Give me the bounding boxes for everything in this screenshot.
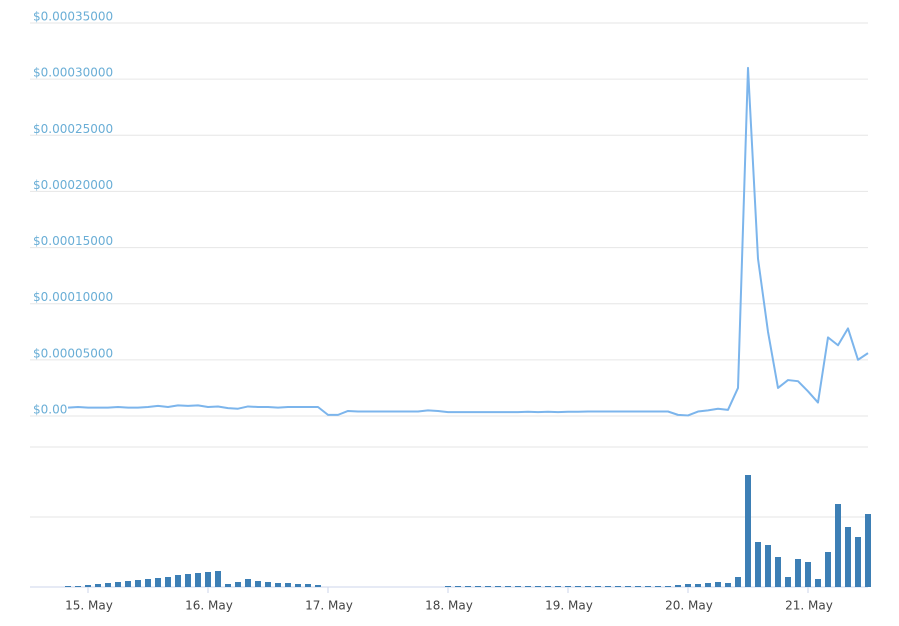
- volume-bar: [685, 584, 691, 587]
- y-tick-label: $0.00020000: [33, 178, 113, 192]
- volume-bar: [795, 559, 801, 587]
- volume-bar: [145, 579, 151, 587]
- volume-bar: [305, 584, 311, 587]
- volume-bar: [475, 586, 481, 587]
- volume-bar: [635, 586, 641, 587]
- volume-bar: [645, 586, 651, 587]
- price-line: [67, 66, 869, 417]
- volume-bar: [255, 581, 261, 587]
- volume-bar: [745, 475, 751, 587]
- x-tick-label: 21. May: [785, 599, 833, 613]
- y-tick-label: $0.00035000: [33, 10, 113, 24]
- volume-bar: [95, 584, 101, 587]
- volume-bar: [725, 583, 731, 587]
- volume-bar: [765, 545, 771, 587]
- volume-bar: [625, 586, 631, 587]
- volume-bar: [545, 586, 551, 587]
- volume-bar: [835, 504, 841, 587]
- volume-bar: [245, 579, 251, 587]
- volume-bar: [215, 571, 221, 587]
- volume-bar: [135, 580, 141, 587]
- volume-bar: [555, 586, 561, 587]
- volume-bar: [195, 573, 201, 587]
- volume-bar: [705, 583, 711, 587]
- volume-bar: [845, 527, 851, 587]
- volume-bar: [165, 577, 171, 587]
- volume-bar: [515, 586, 521, 587]
- volume-bar: [235, 582, 241, 587]
- volume-bar: [775, 557, 781, 587]
- volume-bar: [565, 586, 571, 587]
- volume-bar: [605, 586, 611, 587]
- volume-bar: [455, 586, 461, 587]
- volume-bar: [525, 586, 531, 587]
- volume-bar: [805, 562, 811, 587]
- volume-bar: [75, 586, 81, 587]
- volume-bar: [675, 585, 681, 587]
- y-tick-label: $0.00030000: [33, 66, 113, 80]
- volume-bar: [285, 583, 291, 587]
- volume-bar: [865, 514, 871, 587]
- volume-bar: [595, 586, 601, 587]
- volume-bar: [855, 537, 861, 587]
- volume-bar: [785, 577, 791, 587]
- volume-bar: [815, 579, 821, 587]
- volume-bar: [495, 586, 501, 587]
- volume-bar: [175, 575, 181, 587]
- volume-bar: [465, 586, 471, 587]
- y-tick-label: $0.00010000: [33, 290, 113, 304]
- volume-bar: [665, 586, 671, 587]
- y-tick-label: $0.00005000: [33, 346, 113, 360]
- volume-bar: [65, 586, 71, 587]
- volume-bar: [125, 581, 131, 587]
- volume-bar: [155, 578, 161, 587]
- volume-bar: [185, 574, 191, 587]
- y-tick-label: $0.00025000: [33, 122, 113, 136]
- volume-bar: [735, 577, 741, 587]
- volume-bar: [85, 585, 91, 587]
- volume-bar: [615, 586, 621, 587]
- volume-bar: [535, 586, 541, 587]
- x-tick-label: 15. May: [65, 599, 113, 613]
- volume-bar: [505, 586, 511, 587]
- x-tick-label: 19. May: [545, 599, 593, 613]
- x-tick-label: 20. May: [665, 599, 713, 613]
- volume-bar: [105, 583, 111, 587]
- volume-bar: [655, 586, 661, 587]
- y-tick-label: $0.00: [33, 403, 67, 417]
- volume-bar: [275, 583, 281, 587]
- volume-bar: [825, 552, 831, 587]
- volume-bar: [755, 542, 761, 587]
- volume-bar: [695, 584, 701, 587]
- volume-bar: [715, 582, 721, 587]
- volume-bar: [265, 582, 271, 587]
- volume-bar: [205, 572, 211, 587]
- x-tick-label: 18. May: [425, 599, 473, 613]
- x-tick-label: 16. May: [185, 599, 233, 613]
- volume-bar: [225, 584, 231, 587]
- volume-bar: [445, 586, 451, 587]
- volume-bar: [315, 585, 321, 587]
- y-tick-label: $0.00015000: [33, 234, 113, 248]
- volume-bar: [295, 584, 301, 587]
- x-tick-label: 17. May: [305, 599, 353, 613]
- volume-bar: [585, 586, 591, 587]
- volume-bar: [485, 586, 491, 587]
- volume-bar: [115, 582, 121, 587]
- volume-bar: [575, 586, 581, 587]
